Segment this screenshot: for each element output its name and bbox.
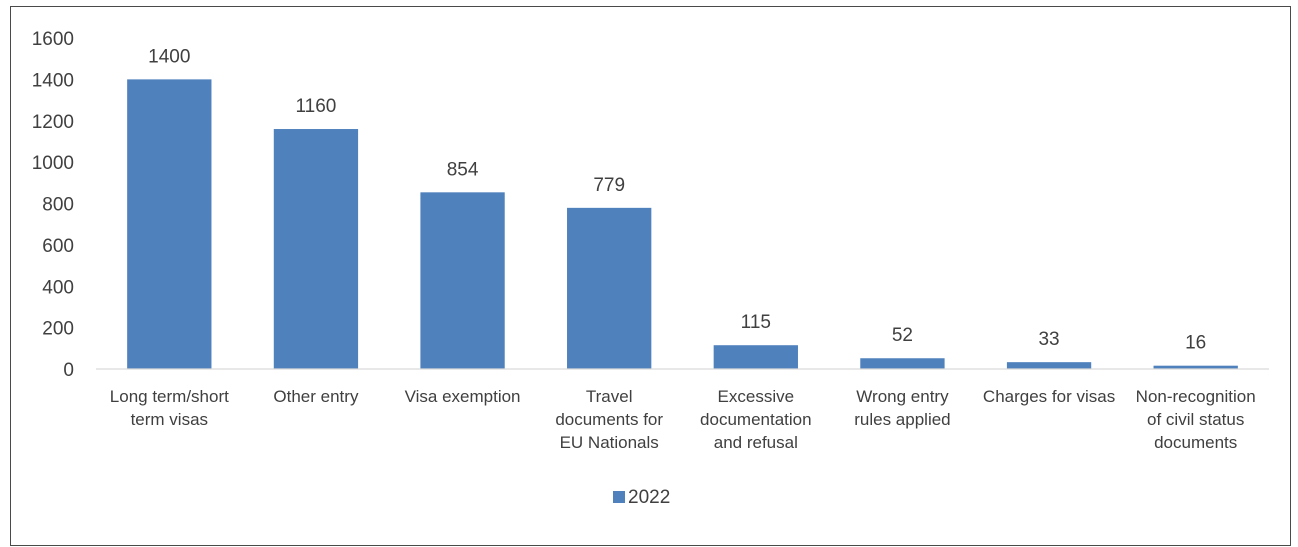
category-label-line: Visa exemption xyxy=(405,387,521,406)
category-label-line: Charges for visas xyxy=(983,387,1115,406)
bar xyxy=(1153,365,1238,369)
category-label-line: term visas xyxy=(131,410,208,429)
category-label: Long term/short term visas xyxy=(110,387,229,429)
data-label: 779 xyxy=(593,175,625,196)
y-tick-label: 800 xyxy=(42,195,74,216)
bar xyxy=(127,79,212,369)
y-tick-label: 600 xyxy=(42,236,74,257)
bar-chart: 0 200 400 600 800 1000 1200 1400 1600 1400 1160 854… xyxy=(32,29,1269,508)
category-label-line: EU Nationals xyxy=(560,433,659,452)
y-tick-label: 1200 xyxy=(32,112,74,133)
category-label-line: Wrong entry xyxy=(856,387,949,406)
category-label-line: Travel xyxy=(586,387,633,406)
data-label: 52 xyxy=(892,325,913,346)
data-label: 115 xyxy=(741,312,771,333)
category-label-line: documents for xyxy=(555,410,663,429)
bar xyxy=(420,192,505,369)
category-label: Non-recognition of civil status documents xyxy=(1136,387,1256,452)
bar xyxy=(860,358,945,369)
legend-label: 2022 xyxy=(628,487,670,508)
category-label-line: Other entry xyxy=(273,387,359,406)
chart-frame: 0 200 400 600 800 1000 1200 1400 1600 1400 1160 854… xyxy=(10,6,1291,546)
category-label-line: and refusal xyxy=(714,433,798,452)
bar xyxy=(713,345,798,369)
y-axis-tick-labels: 0 200 400 600 800 1000 1200 1400 1600 xyxy=(32,29,74,381)
data-labels: 1400 1160 854 779 115 52 33 16 xyxy=(148,46,1206,353)
y-tick-label: 1600 xyxy=(32,29,74,50)
category-label: Excessive documentation and refusal xyxy=(700,387,812,452)
category-label: Visa exemption xyxy=(405,387,521,406)
category-label-line: documentation xyxy=(700,410,812,429)
bars xyxy=(127,79,1238,369)
y-tick-label: 1000 xyxy=(32,153,74,174)
data-label: 1160 xyxy=(296,96,337,117)
data-label: 1400 xyxy=(148,46,190,67)
category-label-line: Long term/short xyxy=(110,387,229,406)
bar xyxy=(567,207,652,369)
y-tick-label: 1400 xyxy=(32,70,74,91)
category-label: Charges for visas xyxy=(983,387,1115,406)
category-label: Travel documents for EU Nationals xyxy=(555,387,663,452)
category-label-line: Excessive xyxy=(718,387,795,406)
category-label-line: rules applied xyxy=(854,410,950,429)
y-tick-label: 200 xyxy=(42,319,74,340)
bar xyxy=(273,129,359,369)
category-label: Other entry xyxy=(273,387,359,406)
data-label: 33 xyxy=(1038,329,1059,350)
y-tick-label: 400 xyxy=(42,277,74,298)
category-label: Wrong entry rules applied xyxy=(854,387,950,429)
category-label-line: Non-recognition xyxy=(1136,387,1256,406)
legend-swatch xyxy=(613,491,625,503)
bar xyxy=(1006,362,1092,369)
category-label-line: documents xyxy=(1154,433,1237,452)
category-label-line: of civil status xyxy=(1147,410,1244,429)
legend: 2022 xyxy=(613,487,670,508)
data-label: 16 xyxy=(1185,333,1206,354)
y-tick-label: 0 xyxy=(63,360,74,381)
x-axis-category-labels: Long term/short term visas Other entry Visa… xyxy=(110,387,1256,452)
data-label: 854 xyxy=(447,159,479,180)
